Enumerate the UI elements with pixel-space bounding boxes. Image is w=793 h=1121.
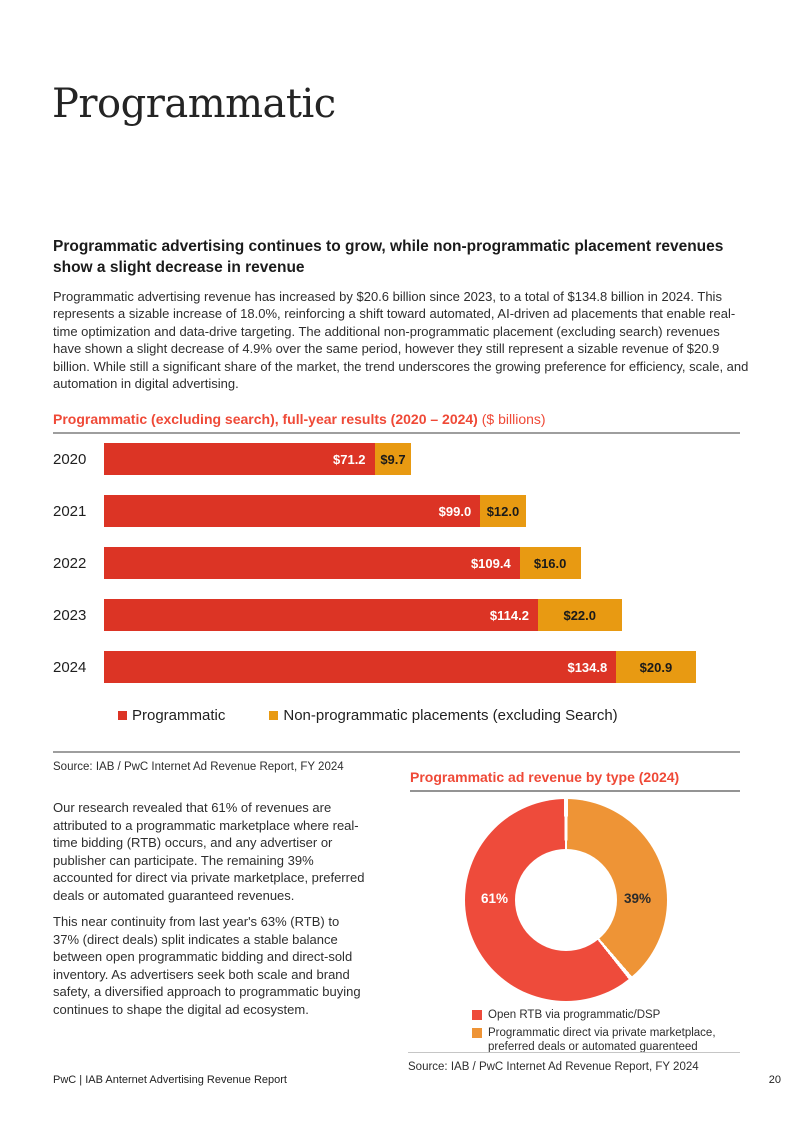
legend-item: Open RTB via programmatic/DSP [472, 1008, 760, 1023]
bar-segment-programmatic: $134.8 [104, 651, 617, 683]
bar-row: 2022 $109.4 $16.0 [53, 547, 740, 579]
bar-value-label: $71.2 [333, 451, 366, 467]
bar-chart-legend: Programmatic Non-programmatic placements … [118, 707, 618, 724]
source-note: Source: IAB / PwC Internet Ad Revenue Re… [408, 1061, 699, 1073]
divider [408, 1052, 740, 1053]
bar-track: $114.2 $22.0 [104, 599, 622, 631]
bar-chart-title-suffix: ($ billions) [481, 411, 546, 427]
divider [53, 751, 740, 753]
intro-heading: Programmatic advertising continues to gr… [53, 238, 724, 276]
legend-label: Open RTB via programmatic/DSP [488, 1009, 661, 1021]
donut-chart-title: Programmatic ad revenue by type (2024) [410, 769, 680, 785]
bar-track: $109.4 $16.0 [104, 547, 581, 579]
bar-segment-programmatic: $99.0 [104, 495, 481, 527]
bar-row: 2021 $99.0 $12.0 [53, 495, 740, 527]
bar-row: 2023 $114.2 $22.0 [53, 599, 740, 631]
bar-segment-non-programmatic: $9.7 [374, 443, 412, 475]
bar-segment-non-programmatic: $16.0 [519, 547, 581, 579]
legend-label: Programmatic direct via private marketpl… [488, 1026, 716, 1054]
divider [53, 432, 740, 434]
year-label: 2023 [53, 606, 87, 624]
bar-chart-title-text: Programmatic (excluding search), full-ye… [53, 411, 478, 427]
body-paragraph: Our research revealed that 61% of revenu… [53, 800, 365, 903]
divider [410, 790, 740, 792]
legend-item: Programmatic [118, 707, 225, 724]
bar-value-label: $99.0 [438, 503, 472, 519]
donut-slice-label: 61% [480, 891, 508, 906]
body-column: Our research revealed that 61% of revenu… [53, 799, 368, 1027]
legend-item: Programmatic direct via private marketpl… [472, 1026, 760, 1055]
bar-segment-programmatic: $71.2 [104, 443, 375, 475]
legend-label: Programmatic [132, 707, 226, 724]
bar-value-label: $22.0 [563, 607, 597, 623]
year-label: 2024 [53, 658, 87, 676]
bar-value-label: $20.9 [639, 659, 673, 675]
bar-track: $71.2 $9.7 [104, 443, 412, 475]
year-label: 2021 [53, 502, 87, 520]
body-paragraph: This near continuity from last year's 63… [53, 914, 361, 1017]
legend-label: Non-programmatic placements (excluding S… [283, 707, 618, 724]
bar-value-label: $9.7 [380, 451, 406, 467]
legend-swatch [118, 711, 127, 720]
bar-track: $99.0 $12.0 [104, 495, 526, 527]
bar-row: 2020 $71.2 $9.7 [53, 443, 740, 475]
bar-segment-non-programmatic: $12.0 [480, 495, 526, 527]
bar-chart: 2020 $71.2 $9.7 2021 $99.0 $12.0 2022 $109.4 $16… [53, 443, 740, 703]
page-title: Programmatic [52, 81, 336, 127]
bar-value-label: $109.4 [470, 555, 511, 571]
year-label: 2022 [53, 554, 87, 572]
bar-track: $134.8 $20.9 [104, 651, 696, 683]
bar-chart-title: Programmatic (excluding search), full-ye… [53, 411, 546, 427]
intro-body: Programmatic advertising revenue has inc… [53, 289, 749, 392]
legend-swatch [472, 1027, 482, 1038]
bar-segment-non-programmatic: $20.9 [616, 651, 696, 683]
legend-swatch [269, 711, 279, 720]
donut-slice-label: 39% [623, 891, 652, 906]
legend-swatch [472, 1010, 482, 1020]
bar-value-label: $16.0 [533, 555, 567, 571]
bar-segment-programmatic: $109.4 [104, 547, 520, 579]
source-note: Source: IAB / PwC Internet Ad Revenue Re… [53, 761, 344, 773]
bar-value-label: $12.0 [486, 503, 520, 519]
bar-row: 2024 $134.8 $20.9 [53, 651, 740, 683]
footer-report-name: PwC | IAB Anternet Advertising Revenue R… [53, 1074, 287, 1086]
bar-segment-programmatic: $114.2 [104, 599, 538, 631]
year-label: 2020 [53, 450, 87, 468]
bar-value-label: $114.2 [489, 607, 529, 623]
donut-legend: Open RTB via programmatic/DSP Programmati… [472, 1008, 760, 1058]
donut-chart: 39% 61% [465, 799, 667, 1001]
bar-segment-non-programmatic: $22.0 [537, 599, 622, 631]
donut-hole [515, 849, 617, 951]
bar-value-label: $134.8 [567, 659, 608, 675]
legend-item: Non-programmatic placements (excluding S… [269, 707, 618, 724]
page-number: 20 [768, 1074, 781, 1086]
